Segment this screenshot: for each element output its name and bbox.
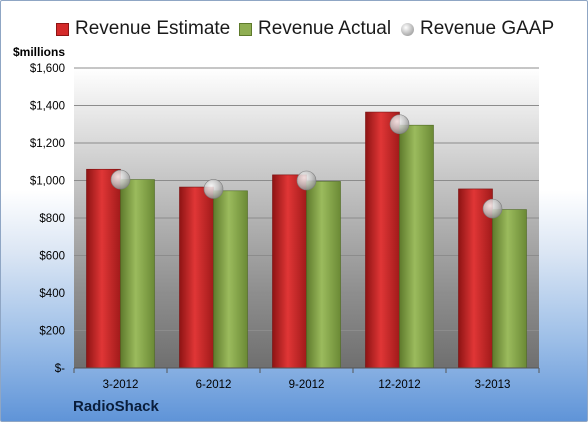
bar-revenue-actual — [399, 124, 434, 369]
x-tick-label: 6-2012 — [196, 379, 232, 391]
y-tick-label: $1,000 — [30, 176, 65, 188]
bar-revenue-estimate — [365, 111, 400, 369]
x-axis-ticks: 3-2012 6-2012 9-2012 12-2012 3-2013 — [73, 367, 540, 391]
y-tick-label: $200 — [39, 326, 65, 338]
legend-label-estimate: Revenue Estimate — [75, 18, 231, 39]
marker-revenue-gaap — [389, 114, 410, 135]
legend-label-actual: Revenue Actual — [258, 18, 392, 39]
gaap-markers — [110, 114, 503, 219]
legend-label-gaap: Revenue GAAP — [420, 18, 555, 39]
y-tick-label: $400 — [39, 288, 65, 300]
bar-revenue-actual — [306, 181, 341, 369]
legend-swatch-actual — [239, 22, 252, 36]
legend-item-gaap: Revenue GAAP — [401, 11, 554, 47]
legend: Revenue Estimate Revenue Actual Revenue … — [1, 11, 587, 47]
bar-revenue-estimate — [458, 188, 493, 369]
y-tick-label: $1,200 — [30, 138, 65, 150]
marker-revenue-gaap — [482, 198, 503, 219]
x-tick-label: 3-2012 — [103, 379, 139, 391]
bar-revenue-actual — [492, 209, 527, 369]
y-tick-label: $1,600 — [30, 63, 65, 75]
legend-item-actual: Revenue Actual — [239, 11, 391, 47]
bar-revenue-estimate — [86, 168, 121, 369]
bar-revenue-actual — [120, 179, 155, 369]
x-tick-label: 9-2012 — [289, 379, 325, 391]
legend-item-estimate: Revenue Estimate — [56, 11, 230, 47]
legend-swatch-gaap — [401, 22, 414, 36]
x-tick-label: 3-2013 — [475, 379, 511, 391]
y-axis-units-label: $millions — [13, 45, 66, 59]
marker-revenue-gaap — [203, 179, 224, 199]
legend-swatch-estimate — [56, 22, 69, 36]
bars — [86, 111, 527, 369]
y-tick-label: $800 — [39, 213, 65, 225]
marker-revenue-gaap — [296, 170, 317, 191]
bar-revenue-estimate — [179, 186, 214, 369]
company-name: RadioShack — [73, 398, 159, 415]
y-tick-label: $- — [55, 363, 65, 375]
y-axis-ticks: $- $200 $400 $600 $800 $1,000 $1,200 $1,400 $1,6… — [30, 63, 65, 375]
x-tick-label: 12-2012 — [378, 379, 420, 391]
bar-revenue-estimate — [272, 174, 307, 369]
marker-revenue-gaap — [110, 169, 131, 190]
y-tick-label: $1,400 — [30, 101, 65, 113]
y-tick-label: $600 — [39, 251, 65, 263]
bar-revenue-actual — [213, 190, 248, 369]
